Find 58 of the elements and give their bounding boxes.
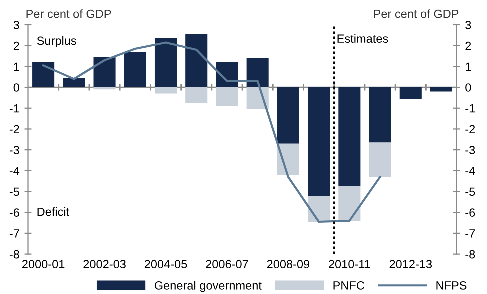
y-tick-label: -3 (10, 146, 20, 154)
bar (430, 88, 453, 92)
y-tick-label: -5 (10, 188, 20, 196)
annotation: Deficit (38, 208, 70, 216)
y-tick-label: -6 (10, 208, 20, 218)
legend-label: PNFC (334, 282, 364, 290)
bar (216, 88, 238, 106)
y-tick-label: -4 (10, 167, 20, 176)
bar (94, 57, 116, 88)
legend-label: General government (154, 281, 262, 292)
y2-tick-label: -4 (466, 167, 476, 176)
bar (246, 58, 269, 88)
x-tick-label: 2008-09 (267, 260, 310, 269)
x-tick-label: 2012-13 (390, 260, 432, 269)
x-tick-label: 2000-01 (22, 260, 65, 269)
bar (369, 142, 392, 178)
y2-tick-label: 3 (466, 21, 472, 30)
bar (124, 52, 146, 88)
y-axis-title: Per cent of GDP (26, 10, 112, 18)
bar (308, 88, 330, 196)
x-tick-label: 2006-07 (206, 260, 248, 269)
bar (154, 38, 178, 88)
x-tick-label: 2002-03 (84, 260, 126, 269)
y2-tick-label: -1 (466, 104, 476, 113)
y-tick-label: 1 (14, 62, 20, 71)
y-tick-label: -2 (10, 125, 20, 134)
bar (308, 196, 330, 222)
y-tick-label: 2 (14, 42, 20, 50)
y2-tick-label: -6 (466, 208, 476, 218)
y-tick-label: -1 (10, 104, 20, 113)
y-tick-label: 3 (14, 21, 20, 30)
y-tick-label: -8 (10, 250, 20, 259)
y2-tick-label: -5 (466, 188, 476, 196)
bar (338, 88, 361, 187)
y2-tick-label: -8 (466, 250, 476, 259)
bar (186, 34, 208, 88)
bar (32, 62, 55, 88)
y2-axis-title: Per cent of GDP (374, 10, 459, 18)
annotation: Estimates (338, 34, 388, 44)
y2-tick-label: -7 (466, 230, 476, 238)
y-tick-label: 0 (14, 84, 20, 92)
x-tick-label: 2010-11 (329, 260, 370, 269)
bar (338, 186, 361, 221)
y2-tick-label: 0 (466, 84, 472, 92)
x-tick-label: 2004-05 (144, 260, 188, 269)
bar (154, 88, 178, 94)
y2-tick-label: 1 (466, 62, 472, 71)
annotation: Surplus (37, 36, 76, 48)
bar (277, 88, 300, 144)
y2-tick-label: -2 (466, 125, 476, 134)
y2-tick-label: 2 (466, 42, 472, 50)
bar (63, 78, 86, 88)
bar (400, 88, 422, 99)
bar (369, 88, 392, 143)
y2-tick-label: -3 (466, 146, 476, 154)
bar (186, 88, 208, 104)
y-tick-label: -7 (10, 230, 20, 238)
legend-label: NFPS (436, 282, 467, 290)
